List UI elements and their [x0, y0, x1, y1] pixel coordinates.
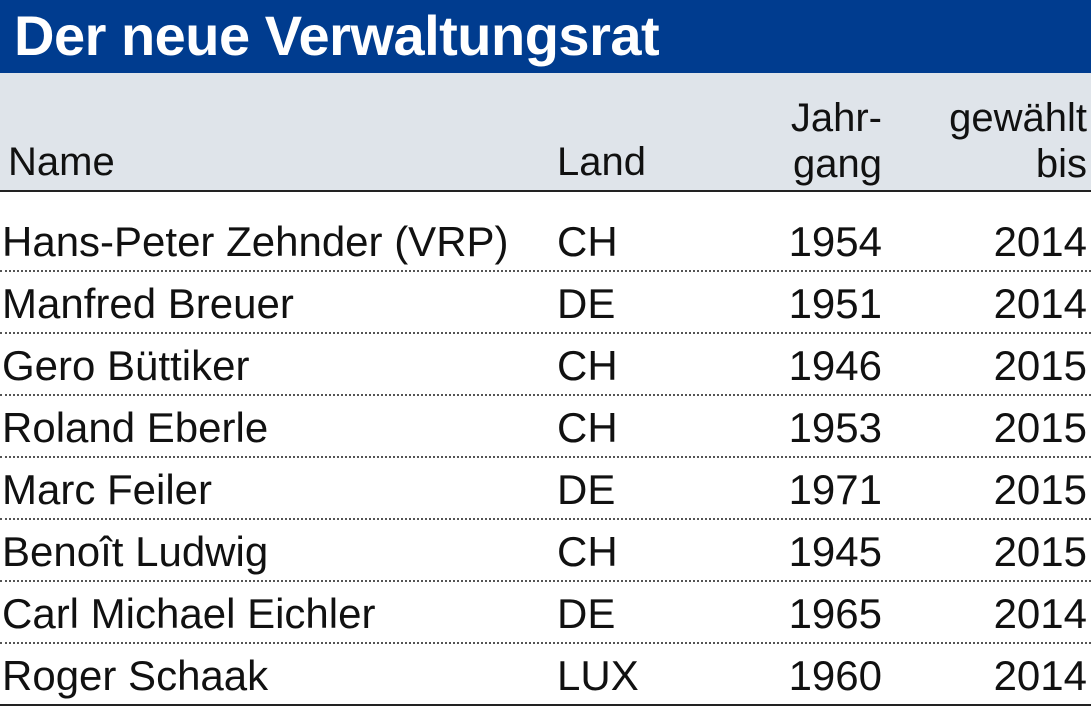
cell-jahrgang: 1951	[788, 280, 882, 327]
table-row: Gero Büttiker CH 1946 2015	[0, 334, 1091, 396]
cell-gewaehlt-bis: 2015	[993, 466, 1087, 513]
column-header-gewaehlt-bis: gewählt bis	[949, 95, 1087, 187]
cell-name: Benoît Ludwig	[2, 528, 269, 575]
cell-land: CH	[557, 218, 618, 265]
cell-jahrgang: 1953	[788, 404, 882, 451]
cell-jahrgang: 1945	[788, 528, 882, 575]
cell-jahrgang: 1960	[788, 652, 882, 699]
table-row: Marc Feiler DE 1971 2015	[0, 458, 1091, 520]
table-body: Hans-Peter Zehnder (VRP) CH 1954 2014 Ma…	[0, 210, 1091, 706]
column-header-name: Name	[8, 140, 115, 184]
title-bar: Der neue Verwaltungsrat	[0, 0, 1091, 73]
cell-name: Hans-Peter Zehnder (VRP)	[2, 218, 509, 265]
cell-gewaehlt-bis: 2014	[993, 218, 1087, 265]
table-row: Manfred Breuer DE 1951 2014	[0, 272, 1091, 334]
cell-name: Gero Büttiker	[2, 342, 250, 389]
cell-land: CH	[557, 342, 618, 389]
cell-gewaehlt-bis: 2015	[993, 342, 1087, 389]
cell-land: DE	[557, 590, 616, 637]
cell-jahrgang: 1946	[788, 342, 882, 389]
column-header-jahrgang-line1: Jahr-	[790, 96, 882, 140]
cell-land: CH	[557, 404, 618, 451]
cell-gewaehlt-bis: 2015	[993, 528, 1087, 575]
column-header-jahrgang: Jahr- gang	[791, 95, 882, 187]
cell-name: Manfred Breuer	[2, 280, 294, 327]
table-row: Hans-Peter Zehnder (VRP) CH 1954 2014	[0, 210, 1091, 272]
table-row: Roland Eberle CH 1953 2015	[0, 396, 1091, 458]
cell-land: DE	[557, 466, 616, 513]
cell-name: Roland Eberle	[2, 404, 269, 451]
header-divider	[0, 190, 1091, 192]
cell-gewaehlt-bis: 2014	[993, 590, 1087, 637]
cell-name: Carl Michael Eichler	[2, 590, 376, 637]
column-header-gewaehlt-line1: gewählt	[949, 96, 1087, 140]
cell-name: Roger Schaak	[2, 652, 269, 699]
cell-name: Marc Feiler	[2, 466, 213, 513]
cell-land: DE	[557, 280, 616, 327]
cell-gewaehlt-bis: 2014	[993, 280, 1087, 327]
cell-jahrgang: 1965	[788, 590, 882, 637]
cell-land: CH	[557, 528, 618, 575]
table-row: Carl Michael Eichler DE 1965 2014	[0, 582, 1091, 644]
table-row: Benoît Ludwig CH 1945 2015	[0, 520, 1091, 582]
table-header: Name Land Jahr- gang gewählt bis	[0, 73, 1091, 190]
column-header-gewaehlt-line2: bis	[1035, 142, 1087, 186]
column-header-jahrgang-line2: gang	[793, 142, 882, 186]
column-header-land: Land	[557, 140, 646, 184]
cell-jahrgang: 1971	[788, 466, 882, 513]
table-row: Roger Schaak LUX 1960 2014	[0, 644, 1091, 706]
cell-jahrgang: 1954	[788, 218, 882, 265]
cell-gewaehlt-bis: 2014	[993, 652, 1087, 699]
cell-gewaehlt-bis: 2015	[993, 404, 1087, 451]
page-title: Der neue Verwaltungsrat	[14, 4, 660, 67]
cell-land: LUX	[557, 652, 639, 699]
